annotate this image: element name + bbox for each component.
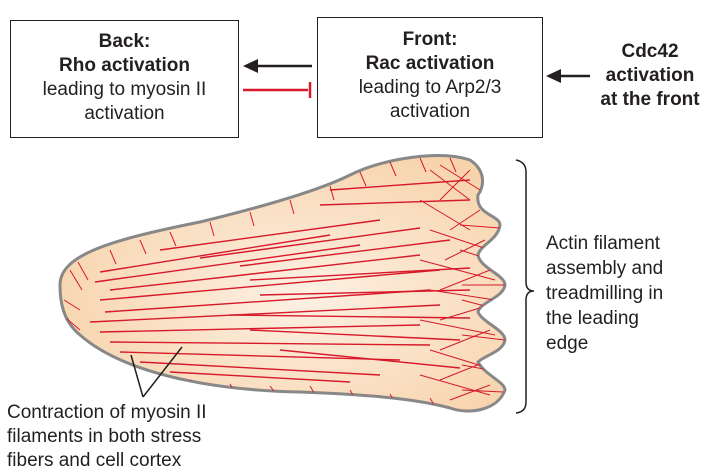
cdc42-line3: at the front xyxy=(600,89,700,110)
leading-edge-brace xyxy=(515,159,535,414)
back-box-subtitle: Rho activation xyxy=(59,55,190,76)
contraction-line1: Contraction of myosin II xyxy=(7,402,207,423)
leading-edge-label: Actin filament assembly and treadmilling… xyxy=(546,231,663,356)
back-box-line2: activation xyxy=(84,103,165,124)
contraction-pointer-lines xyxy=(130,346,183,398)
contraction-line3: fibers and cell cortex xyxy=(7,450,182,471)
back-box-line1: leading to myosin II xyxy=(42,79,207,100)
diagram-graphics xyxy=(58,59,590,414)
front-box-line1: leading to Arp2/3 xyxy=(358,77,502,98)
front-to-back-arrowhead xyxy=(243,59,258,73)
leading-edge-line3: treadmilling in xyxy=(546,283,664,304)
back-box-title: Back: xyxy=(98,31,151,52)
leading-edge-line4: the leading xyxy=(546,308,639,329)
front-box-subtitle: Rac activation xyxy=(365,53,495,74)
contraction-line2: filaments in both stress xyxy=(7,426,202,447)
front-box-title: Front: xyxy=(402,29,458,50)
stress-fibers xyxy=(89,179,471,383)
cdc42-arrowhead xyxy=(546,69,561,83)
front-box: Front: Rac activation leading to Arp2/3 … xyxy=(317,17,543,138)
leading-edge-line2: assembly and xyxy=(546,258,664,279)
cdc42-line2: activation xyxy=(605,65,695,86)
cdc42-line1: Cdc42 xyxy=(621,41,679,62)
leading-edge-line1: Actin filament xyxy=(546,233,661,254)
contraction-label: Contraction of myosin II filaments in bo… xyxy=(7,401,207,473)
leading-edge-line5: edge xyxy=(546,333,589,354)
front-box-line2: activation xyxy=(389,101,471,122)
cdc42-label: Cdc42 activation at the front xyxy=(588,40,712,112)
back-box: Back: Rho activation leading to myosin I… xyxy=(10,20,239,138)
